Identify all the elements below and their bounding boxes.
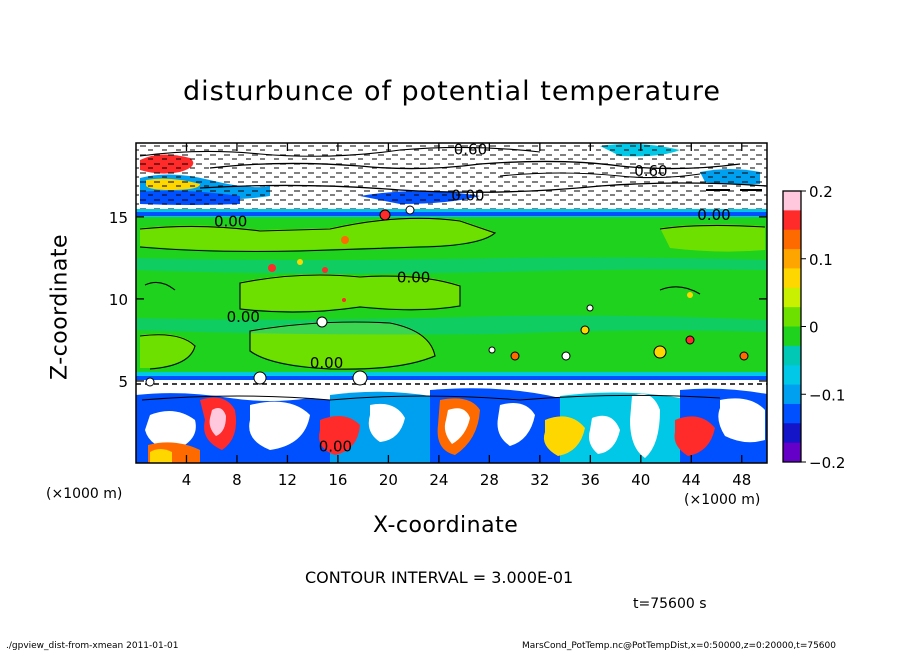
x-tick-label: 40 bbox=[631, 471, 650, 489]
y-tick-label: 15 bbox=[109, 209, 128, 227]
colorbar-tick-label: 0 bbox=[809, 319, 819, 337]
contour-label: 0.00 bbox=[451, 186, 484, 204]
contour-label: 0.00 bbox=[697, 206, 730, 224]
x-tick-label: 28 bbox=[480, 471, 499, 489]
colorbar-tick-label: −0.1 bbox=[809, 386, 845, 404]
colorbar-swatch bbox=[783, 268, 801, 289]
footer-left: ./gpview_dist-from-xmean 2011-01-01 bbox=[6, 641, 179, 651]
colorbar-swatch bbox=[783, 423, 801, 444]
y-axis-label: Z-coordinate bbox=[47, 234, 73, 380]
colorbar-tick-label: −0.2 bbox=[809, 454, 845, 472]
plot-frame bbox=[135, 142, 768, 464]
y-tick-label: 10 bbox=[109, 291, 128, 309]
x-tick-label: 48 bbox=[732, 471, 751, 489]
contour-label: 0.00 bbox=[214, 213, 247, 231]
contour-label: 0.00 bbox=[310, 354, 343, 372]
x-tick-label: 24 bbox=[429, 471, 448, 489]
contour-label: 0.00 bbox=[227, 308, 260, 326]
chart-title: disturbunce of potential temperature bbox=[183, 76, 721, 107]
top-layer-patterns bbox=[136, 143, 767, 209]
colorbar-swatch bbox=[783, 384, 801, 405]
contour-label: 0.60 bbox=[634, 162, 667, 180]
contour-label: 0.60 bbox=[454, 140, 487, 158]
colorbar-swatch bbox=[783, 307, 801, 327]
colorbar-swatch bbox=[783, 229, 801, 250]
colorbar-tick-label: 0.1 bbox=[809, 251, 833, 269]
colorbar-swatch bbox=[783, 287, 801, 308]
bottom-layer-patterns bbox=[136, 383, 767, 463]
x-tick-label: 12 bbox=[278, 471, 297, 489]
colorbar-swatch bbox=[783, 210, 801, 231]
contour-labels: 0.60 0.60 0.00 0.00 0.00 0.00 0.00 0.00 0.00 bbox=[214, 140, 731, 456]
middle-layer-patterns bbox=[136, 217, 767, 369]
y-tick-label: 5 bbox=[118, 373, 128, 391]
colorbar-swatch bbox=[783, 442, 801, 463]
x-tick-label: 4 bbox=[182, 471, 192, 489]
x-tick-label: 16 bbox=[328, 471, 347, 489]
colorbar-swatch bbox=[783, 326, 801, 347]
x-tick-label: 20 bbox=[379, 471, 398, 489]
x-axis: 4 8 12 16 20 24 28 32 36 40 44 48 bbox=[182, 143, 751, 489]
colorbar-swatch bbox=[783, 249, 801, 269]
x-tick-label: 8 bbox=[232, 471, 242, 489]
colorbar-swatch bbox=[783, 191, 801, 211]
contour-interval: CONTOUR INTERVAL = 3.000E-01 bbox=[305, 568, 574, 587]
contour-label: 0.00 bbox=[397, 268, 430, 286]
colorbar: 0.2 0.1 0 −0.1 −0.2 bbox=[782, 183, 845, 472]
plot-area: 0.60 0.60 0.00 0.00 0.00 0.00 0.00 0.00 0.00 bbox=[136, 140, 767, 463]
x-tick-label: 32 bbox=[530, 471, 549, 489]
middle-contours bbox=[139, 217, 766, 370]
colorbar-tick-label: 0.2 bbox=[809, 183, 833, 201]
noise-blobs bbox=[145, 205, 749, 387]
x-unit-right: (×1000 m) bbox=[684, 492, 761, 508]
x-unit-left: (×1000 m) bbox=[46, 486, 123, 502]
colorbar-swatch bbox=[783, 345, 801, 366]
x-axis-label: X-coordinate bbox=[373, 513, 519, 538]
time-label: t=75600 s bbox=[633, 596, 707, 612]
contour-label: 0.00 bbox=[319, 438, 352, 456]
colorbar-swatch bbox=[783, 365, 801, 386]
x-tick-label: 36 bbox=[581, 471, 600, 489]
y-axis: 5 10 15 bbox=[109, 209, 767, 391]
footer-right: MarsCond_PotTemp.nc@PotTempDist,x=0:5000… bbox=[522, 641, 836, 651]
x-tick-label: 44 bbox=[682, 471, 701, 489]
colorbar-swatch bbox=[783, 403, 801, 424]
